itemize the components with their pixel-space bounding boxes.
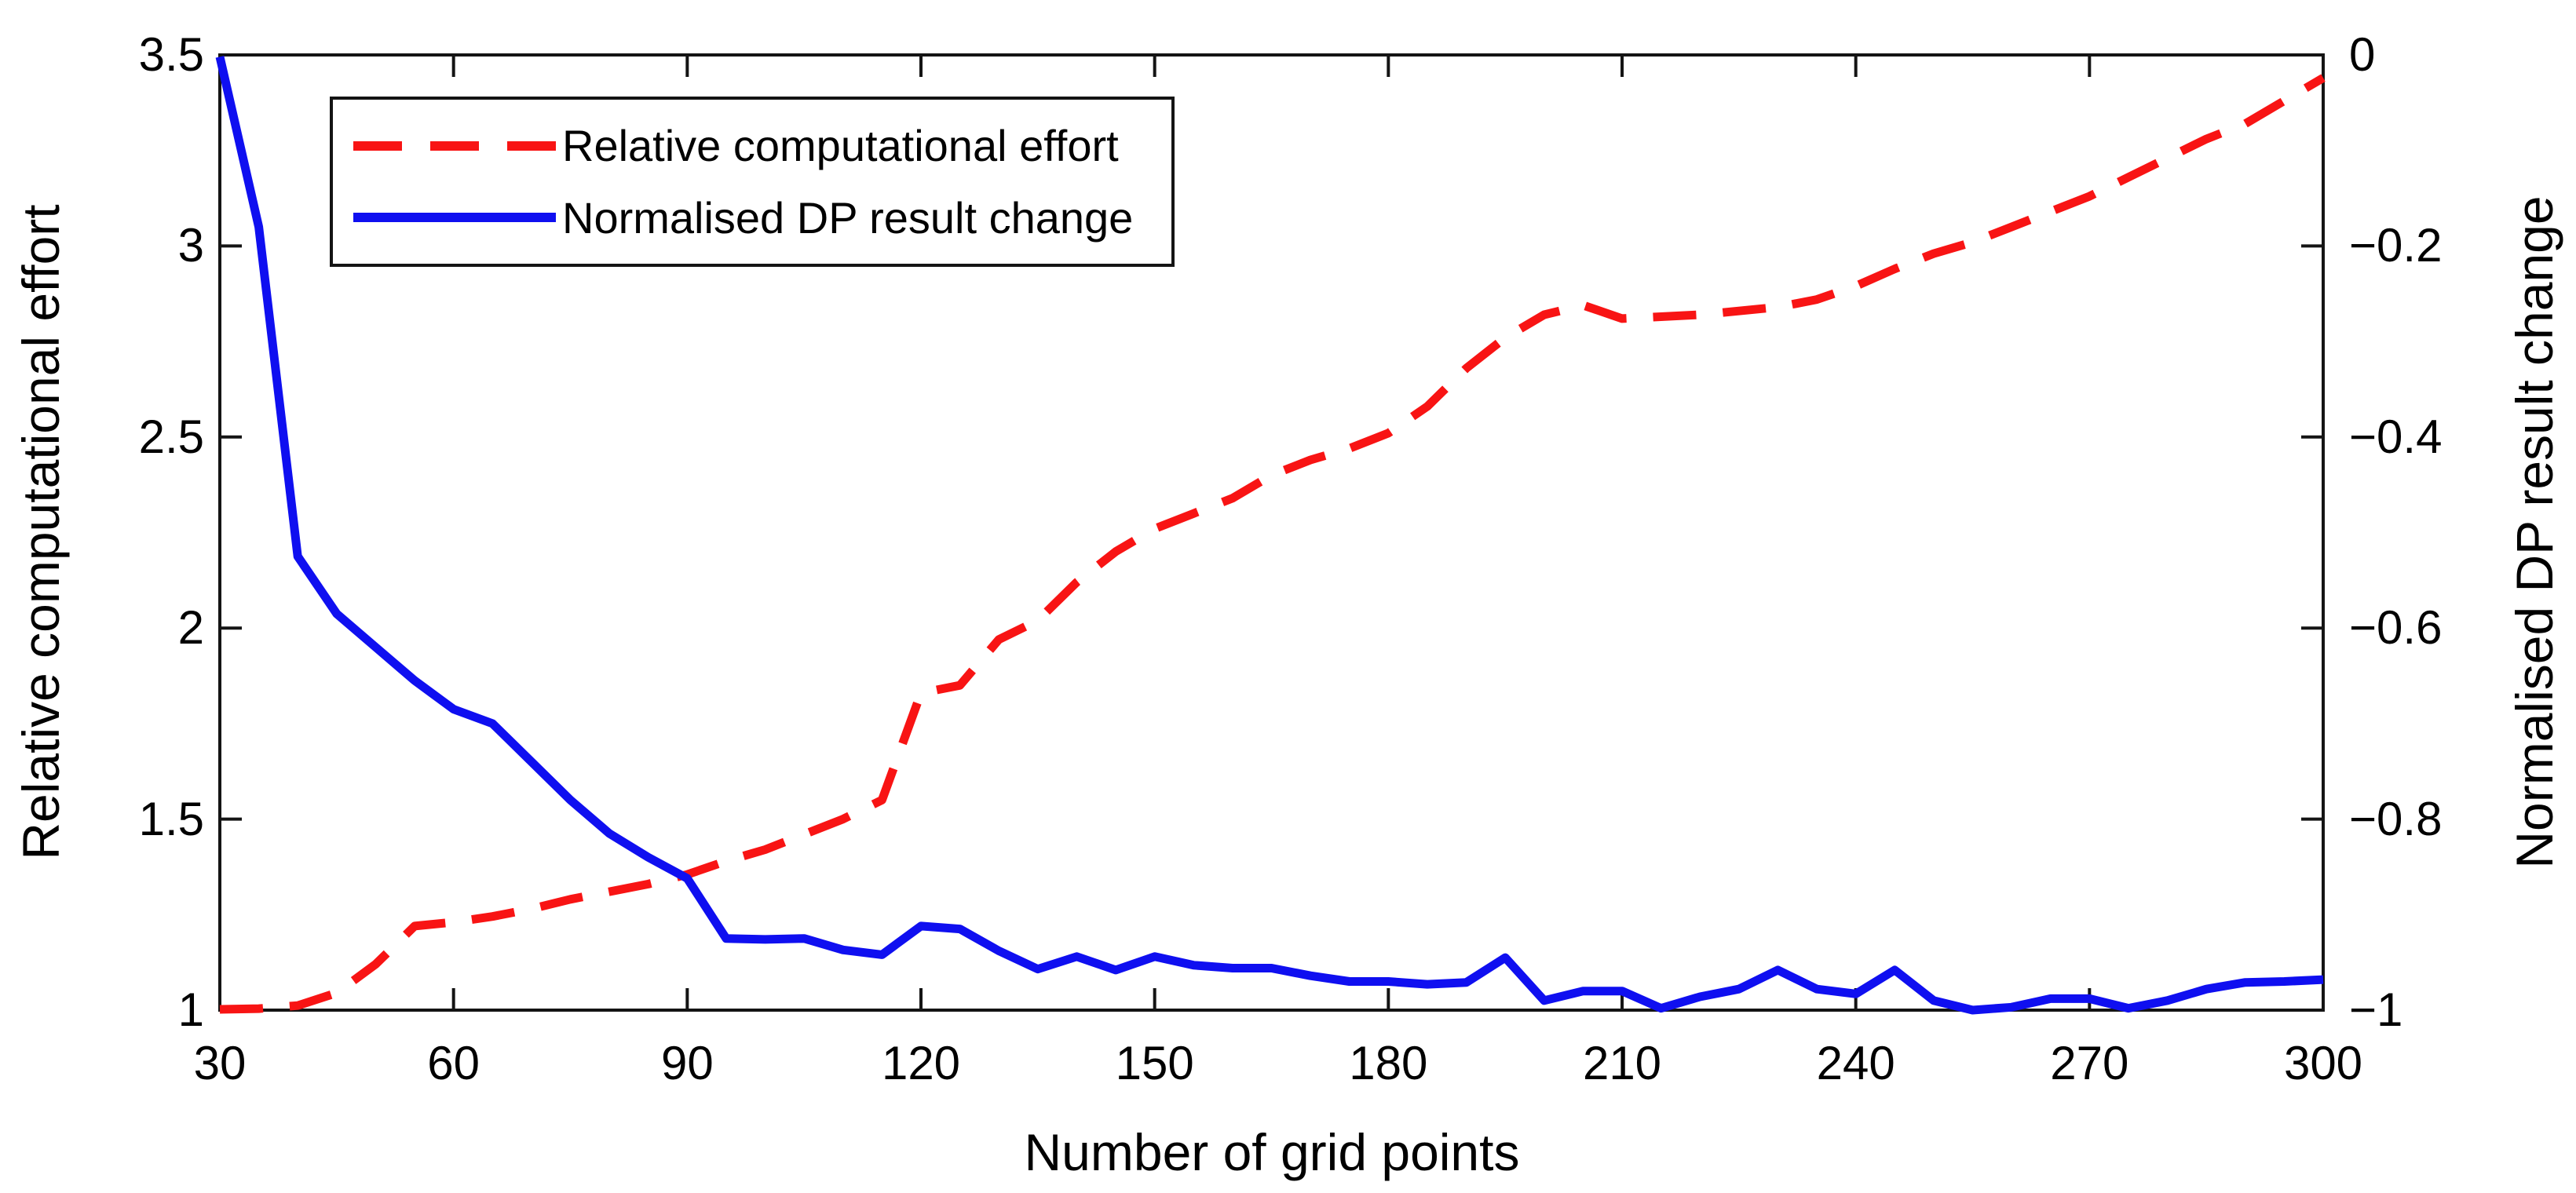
x-tick-label: 270 <box>2050 1037 2129 1089</box>
x-tick-label: 120 <box>881 1037 961 1089</box>
x-tick-label: 240 <box>1816 1037 1895 1089</box>
left-y-tick-label: 3.5 <box>138 28 204 81</box>
right-y-axis-title: Normalised DP result change <box>2505 195 2563 869</box>
legend-label: Relative computational effort <box>562 121 1119 171</box>
x-tick-label: 60 <box>427 1037 480 1089</box>
left-y-axis-title: Relative computational effort <box>12 204 70 860</box>
series-normalised-dp-result-change <box>215 56 2324 1015</box>
left-y-tick-label: 2 <box>177 601 204 655</box>
legend-label: Normalised DP result change <box>562 192 1134 243</box>
left-y-tick-label: 1 <box>177 983 204 1036</box>
legend-solid-line-sample <box>353 213 556 223</box>
legend: Relative computational effort Normalised… <box>330 97 1175 267</box>
x-tick-label: 90 <box>660 1037 714 1089</box>
right-y-tick-label: −0.6 <box>2349 601 2443 655</box>
x-axis-title: Number of grid points <box>1024 1123 1520 1181</box>
tick-marks <box>218 53 2325 1012</box>
right-y-tick-label: −1 <box>2349 983 2403 1036</box>
right-y-tick-label: 0 <box>2349 28 2376 81</box>
left-y-tick-label: 3 <box>177 219 204 272</box>
right-y-tick-label: −0.8 <box>2349 792 2443 845</box>
x-tick-label: 300 <box>2283 1037 2363 1089</box>
left-y-tick-label: 1.5 <box>138 792 204 845</box>
right-y-tick-label: −0.2 <box>2349 219 2443 272</box>
x-tick-label: 210 <box>1582 1037 1662 1089</box>
right-y-tick-label: −0.4 <box>2349 410 2443 463</box>
axes-frame <box>218 53 2325 1012</box>
legend-entry-relative-computational-effort: Relative computational effort <box>353 120 1171 171</box>
legend-dashed-line-sample <box>353 140 556 151</box>
x-tick-label: 180 <box>1349 1037 1428 1089</box>
x-tick-label: 150 <box>1115 1037 1194 1089</box>
left-y-tick-label: 2.5 <box>138 410 204 463</box>
x-tick-label: 30 <box>193 1037 247 1089</box>
series-relative-computational-effort <box>219 74 2326 1014</box>
legend-entry-normalised-dp-result-change: Normalised DP result change <box>353 192 1171 243</box>
